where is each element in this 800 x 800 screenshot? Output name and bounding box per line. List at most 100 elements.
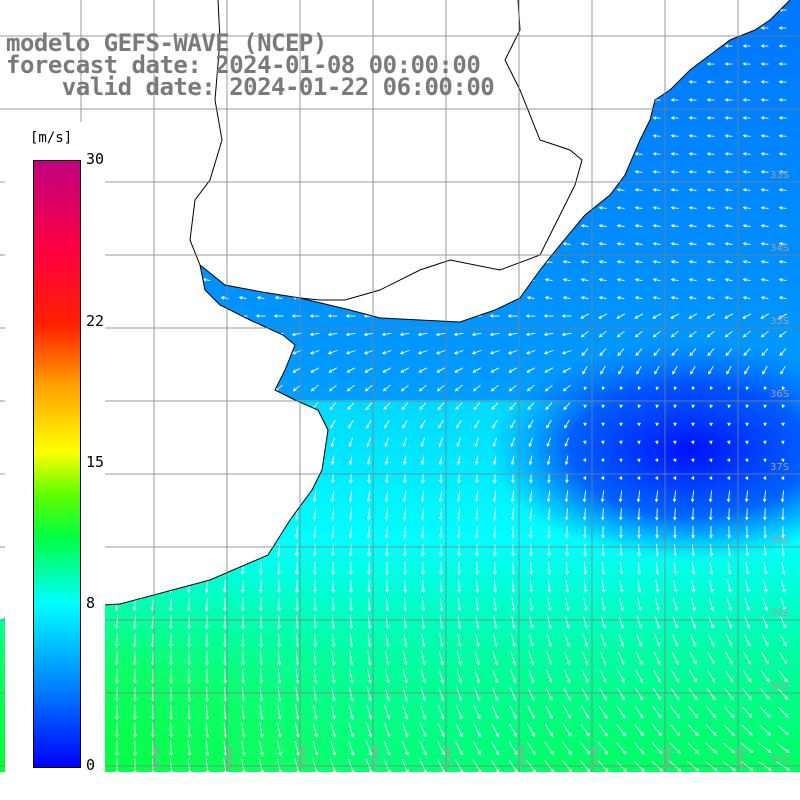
wind-arrow [655,579,660,594]
wind-arrow [438,419,444,429]
wind-arrow [601,561,606,576]
wind-arrow [601,543,606,557]
wind-arrow [760,224,769,228]
wind-arrow [525,350,536,355]
wind-arrow [223,651,227,666]
wind-arrow [760,330,769,338]
wind-arrow [345,350,356,355]
wind-arrow [634,242,643,246]
wind-arrow [616,330,625,338]
wind-arrow [169,669,173,684]
wind-arrow [600,490,605,503]
wind-arrow [778,688,789,701]
wind-arrow [580,741,591,755]
wind-arrow [601,422,605,427]
wind-arrow [600,365,606,375]
wind-arrow [132,633,137,648]
wind-arrow [547,561,552,576]
wind-arrow [565,543,569,557]
wind-arrow [744,597,750,611]
wind-arrow [528,490,533,503]
wind-arrow [421,633,426,648]
wind-arrow [420,705,427,720]
wind-arrow [688,277,697,282]
wind-arrow [330,526,335,539]
wind-arrow [529,543,533,557]
wind-arrow [544,384,553,392]
wind-arrow [600,476,605,481]
wind-arrow [330,455,335,466]
wind-arrow [366,455,371,466]
wind-arrow [763,440,767,445]
wind-arrow [727,386,731,391]
wind-arrow [330,508,335,521]
wind-arrow [619,440,623,445]
wind-arrow [385,543,389,557]
wind-arrow [489,332,500,337]
wind-arrow [652,116,661,120]
wind-arrow [114,686,119,702]
wind-arrow [510,419,516,429]
wind-arrow [528,633,534,648]
wind-arrow [781,404,785,409]
wind-arrow [456,419,462,429]
wind-arrow [690,597,696,611]
wind-arrow [295,597,299,612]
wind-arrow [706,259,715,264]
wind-arrow [709,440,713,445]
wind-arrow [688,224,697,228]
wind-arrow [546,455,551,466]
wind-arrow [294,722,300,739]
wind-arrow [543,350,554,355]
wind-arrow [507,350,518,355]
wind-arrow [402,687,409,702]
wind-arrow [708,597,714,612]
wind-arrow [601,386,605,391]
wind-arrow [670,295,679,300]
wind-arrow [295,669,300,684]
title-valid-date: valid date: 2024-01-22 06:00:00 [6,73,495,101]
wind-arrow [672,490,677,503]
wind-arrow [670,206,679,210]
wind-arrow [403,543,407,557]
wind-arrow [778,188,787,192]
wind-arrow [310,367,320,373]
wind-arrow [670,259,679,264]
wind-arrow [510,455,515,466]
wind-arrow [670,116,679,120]
wind-arrow [762,458,767,463]
wind-arrow [529,526,533,539]
wind-arrow [382,367,392,373]
wind-arrow [421,561,425,576]
wind-arrow [636,508,641,521]
wind-arrow [598,224,607,228]
wind-arrow [706,188,715,192]
wind-arrow [438,455,443,466]
wind-arrow [691,422,695,427]
wind-arrow [420,508,425,521]
wind-arrow [654,633,661,647]
latitude-label: 37S [770,462,789,473]
wind-arrow [475,579,480,594]
wind-arrow [742,688,752,701]
wind-arrow [635,669,643,683]
wind-arrow [565,597,570,612]
wind-arrow [544,295,553,300]
wind-arrow [708,490,713,503]
wind-arrow [456,508,461,521]
wind-arrow [456,651,462,666]
wind-arrow [331,669,336,684]
wind-arrow [453,350,464,355]
wind-arrow [599,651,607,666]
wind-arrow [616,295,625,300]
wind-arrow [691,440,695,445]
wind-arrow [598,206,607,210]
title-forecast-date: forecast date: 2024-01-08 00:00:00 [6,51,481,79]
wind-arrow [688,152,697,156]
wind-arrow [745,422,749,427]
wind-arrow [780,365,786,375]
wind-arrow [742,116,751,120]
wind-arrow [348,526,353,539]
wind-arrow [781,440,785,445]
wind-arrow [598,259,607,264]
